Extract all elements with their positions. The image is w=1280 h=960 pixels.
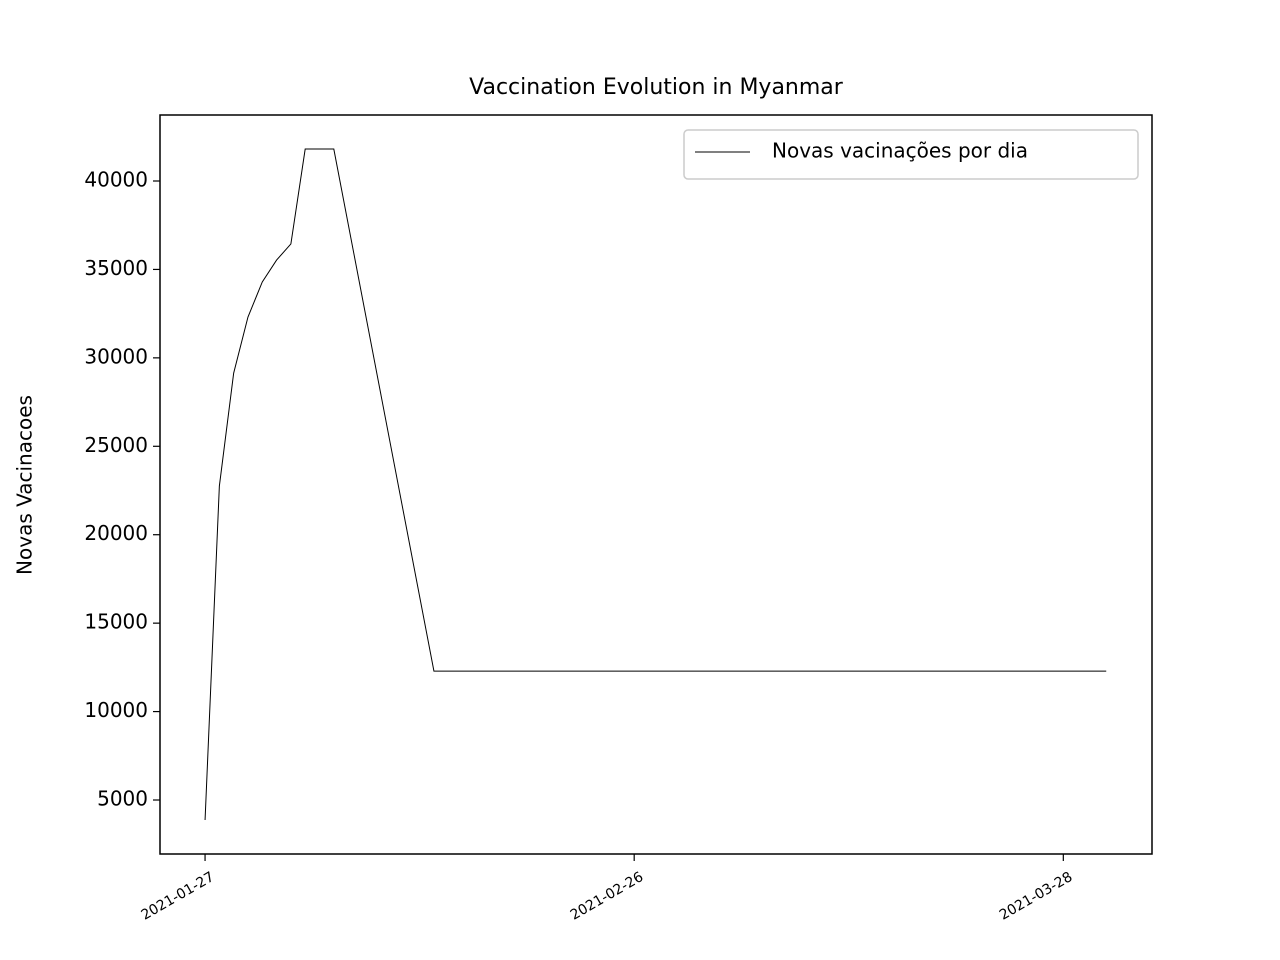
y-axis-label: Novas Vacinacoes [13, 395, 37, 575]
y-tick-label: 25000 [84, 433, 148, 457]
y-tick-label: 30000 [84, 344, 148, 368]
legend-box [683, 129, 1139, 180]
chart-title: Vaccination Evolution in Myanmar [469, 75, 844, 100]
y-tick-label: 10000 [84, 698, 148, 722]
plot-frame [159, 114, 1153, 855]
y-tick-label: 35000 [84, 256, 148, 280]
legend-label: Novas vacinações por dia [772, 139, 1028, 163]
data-line [204, 148, 1107, 821]
y-tick-label: 5000 [97, 787, 148, 811]
y-tick-label: 15000 [84, 610, 148, 634]
y-tick-label: 40000 [84, 168, 148, 192]
y-tick-label: 20000 [84, 521, 148, 545]
x-axis-label: Date [632, 959, 680, 960]
